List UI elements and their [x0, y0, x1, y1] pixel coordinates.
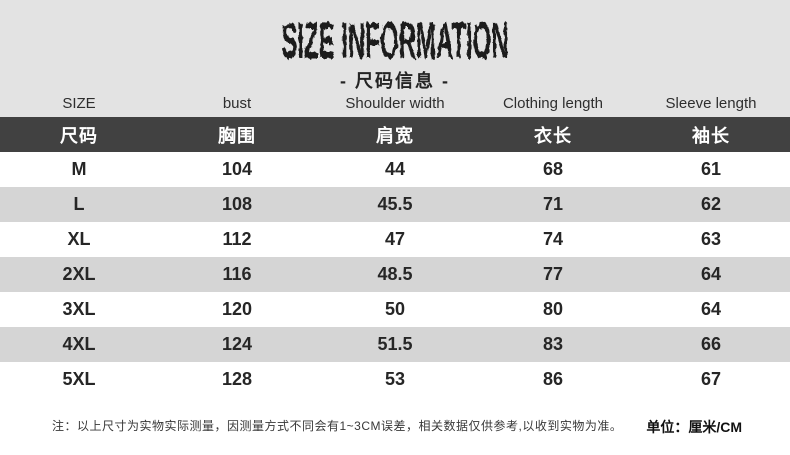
- cell-clothing-length: 80: [542, 299, 564, 319]
- table-row-4xl: 4XL 124 51.5 83 66: [0, 327, 790, 362]
- table-row-2xl: 2XL 116 48.5 77 64: [0, 257, 790, 292]
- column-header-sleeve-length-en: Sleeve length: [665, 94, 757, 112]
- cell-shoulder: 51.5: [377, 334, 413, 354]
- column-header-size-en: SIZE: [62, 94, 96, 112]
- measurement-note: 注：以上尺寸为实物实际测量，因测量方式不同会有1~3CM误差，相关数据仅供参考,…: [52, 419, 623, 433]
- cell-bust: 108: [221, 194, 253, 214]
- cell-sleeve-length: 61: [700, 159, 722, 179]
- column-header-bust-cn: 胸围: [218, 125, 256, 146]
- table-body: M 104 44 68 61 L 108 45.5 71 62 XL 112 4…: [0, 152, 790, 397]
- column-header-clothing-length-cn: 衣长: [534, 125, 572, 146]
- cell-size: M: [71, 159, 87, 179]
- cell-shoulder: 48.5: [377, 264, 413, 284]
- table-row-5xl: 5XL 128 53 86 67: [0, 362, 790, 397]
- cell-bust: 120: [221, 299, 253, 319]
- cell-bust: 112: [222, 229, 252, 249]
- cell-size: 4XL: [62, 334, 96, 354]
- table-row-l: L 108 45.5 71 62: [0, 187, 790, 222]
- cell-size: 3XL: [62, 299, 96, 319]
- cell-sleeve-length: 67: [700, 369, 722, 389]
- cell-shoulder: 45.5: [377, 194, 413, 214]
- column-header-shoulder-cn: 肩宽: [376, 125, 414, 146]
- cell-bust: 124: [221, 334, 253, 354]
- footer-section: 注：以上尺寸为实物实际测量，因测量方式不同会有1~3CM误差，相关数据仅供参考,…: [0, 397, 790, 455]
- cell-size: L: [73, 194, 85, 214]
- column-header-bust-en: bust: [222, 94, 252, 112]
- cell-sleeve-length: 63: [700, 229, 722, 249]
- cell-clothing-length: 83: [542, 334, 564, 354]
- cell-clothing-length: 86: [542, 369, 564, 389]
- column-header-shoulder-en: Shoulder width: [345, 94, 445, 112]
- column-header-sleeve-length-cn: 袖长: [692, 125, 730, 146]
- cell-bust: 128: [221, 369, 253, 389]
- table-header-en: SIZE bust Shoulder width Clothing length…: [0, 92, 790, 114]
- cell-clothing-length: 74: [542, 229, 564, 249]
- cell-sleeve-length: 66: [700, 334, 722, 354]
- cell-sleeve-length: 64: [700, 299, 722, 319]
- cell-shoulder: 44: [384, 159, 406, 179]
- column-header-clothing-length-en: Clothing length: [502, 94, 604, 112]
- cell-clothing-length: 68: [542, 159, 564, 179]
- table-row-xl: XL 112 47 74 63: [0, 222, 790, 257]
- cell-bust: 104: [221, 159, 253, 179]
- cell-clothing-length: 77: [542, 264, 564, 284]
- header-section: SIZE INFORMATION - 尺码信息 - SIZE bust Shou…: [0, 0, 790, 117]
- cell-bust: 116: [222, 264, 252, 284]
- cell-clothing-length: 71: [542, 194, 564, 214]
- cell-size: 5XL: [62, 369, 96, 389]
- cell-shoulder: 47: [384, 229, 406, 249]
- cell-size: 2XL: [62, 264, 96, 284]
- cell-shoulder: 53: [384, 369, 406, 389]
- column-header-size-cn: 尺码: [60, 125, 98, 146]
- cell-shoulder: 50: [384, 299, 406, 319]
- page-subtitle-cn: - 尺码信息 -: [340, 71, 450, 91]
- table-row-m: M 104 44 68 61: [0, 152, 790, 187]
- cell-sleeve-length: 64: [700, 264, 722, 284]
- cell-sleeve-length: 62: [700, 194, 722, 214]
- table-row-3xl: 3XL 120 50 80 64: [0, 292, 790, 327]
- table-header-cn: 尺码 胸围 肩宽 衣长 袖长: [0, 117, 790, 152]
- unit-label: 单位：厘米/CM: [646, 419, 742, 435]
- page-title: SIZE INFORMATION: [281, 12, 509, 69]
- cell-size: XL: [67, 229, 91, 249]
